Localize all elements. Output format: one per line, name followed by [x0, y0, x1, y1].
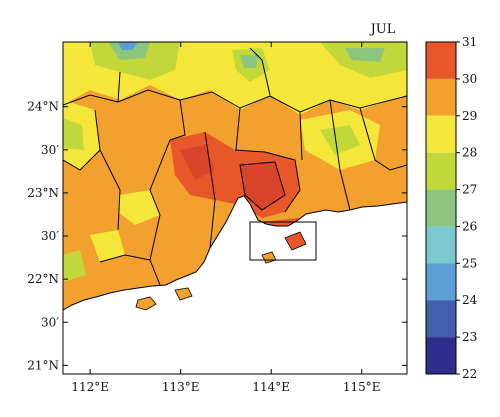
lon-tick-label: 115°E: [343, 380, 381, 394]
colorbar-segment: [426, 263, 456, 301]
lat-tick-label: 22°N: [27, 272, 59, 286]
map-frame: [62, 41, 408, 375]
lon-tick-label: 113°E: [162, 380, 200, 394]
colorbar-tick-label: 29: [462, 109, 477, 123]
colorbar-segment: [426, 337, 456, 374]
colorbar-tick-label: 31: [462, 35, 477, 49]
colorbar-segment: [426, 78, 456, 116]
colorbar-segment: [426, 115, 456, 153]
colorbar-tick-label: 22: [462, 367, 477, 381]
colorbar-tick-label: 28: [462, 146, 477, 160]
colorbar-tick-label: 25: [462, 256, 477, 270]
colorbar-tick-label: 27: [462, 183, 477, 197]
lat-tick-label: 21°N: [27, 358, 59, 372]
colorbar-tick-label: 30: [462, 72, 477, 86]
colorbar-tick-label: 26: [462, 219, 477, 233]
lat-tick-label: 24°N: [27, 100, 59, 114]
colorbar-segment: [426, 189, 456, 227]
coastline: [62, 195, 408, 311]
temperature-field: [63, 42, 407, 310]
lat-tick-label: 30′: [41, 315, 59, 329]
inset-box: [249, 221, 317, 261]
colorbar-segment: [426, 42, 456, 79]
lon-tick-label: 114°E: [252, 380, 290, 394]
lat-tick-label: 30′: [41, 229, 59, 243]
colorbar: 31 30 29 28 27 26 25 24 23 22: [425, 35, 478, 381]
colorbar-segment: [426, 300, 456, 338]
colorbar-tick-label: 24: [462, 293, 478, 307]
colorbar-segment: [426, 152, 456, 190]
lat-tick-label: 23°N: [27, 186, 59, 200]
colorbar-tick-label: 23: [462, 330, 477, 344]
lon-tick-label: 112°E: [71, 380, 109, 394]
map-axes: 112°E 113°E 114°E 115°E 24°N 30′ 23°N 30′ 22°N 30…: [27, 42, 407, 394]
colorbar-frame: [425, 41, 457, 375]
admin-boundaries: [63, 47, 407, 286]
islands: [135, 231, 307, 311]
colorbar-segment: [426, 226, 456, 264]
lat-tick-label: 30′: [41, 143, 59, 157]
month-label: JUL: [369, 22, 396, 37]
